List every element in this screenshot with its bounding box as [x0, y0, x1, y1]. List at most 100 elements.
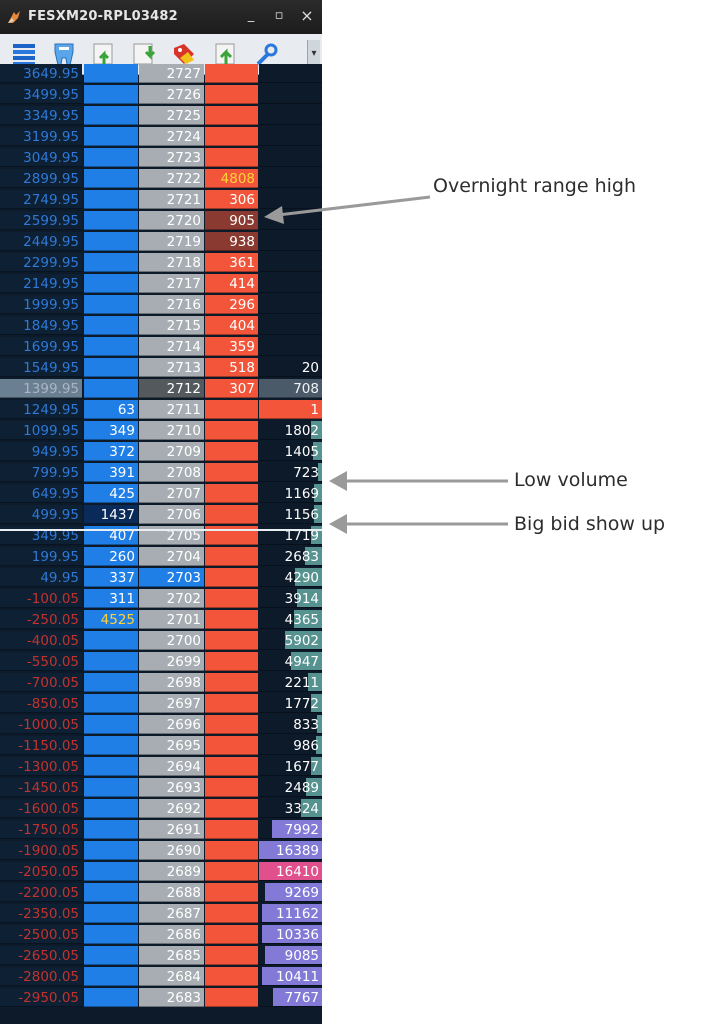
ask-cell[interactable] — [205, 778, 258, 797]
price-cell[interactable]: 2726 — [139, 85, 204, 104]
ladder-row[interactable]: -1000.05 2696 833 — [0, 715, 322, 735]
bid-cell[interactable]: 349 — [84, 421, 138, 440]
price-cell[interactable]: 2722 — [139, 169, 204, 188]
price-cell[interactable]: 2690 — [139, 841, 204, 860]
price-cell[interactable]: 2725 — [139, 106, 204, 125]
ask-cell[interactable] — [205, 862, 258, 881]
price-cell[interactable]: 2699 — [139, 652, 204, 671]
ladder-row[interactable]: 2899.95 2722 4808 — [0, 169, 322, 189]
bid-cell[interactable] — [84, 862, 138, 881]
ladder-row[interactable]: 2149.95 2717 414 — [0, 274, 322, 294]
ladder-row[interactable]: 2749.95 2721 306 — [0, 190, 322, 210]
bid-cell[interactable] — [84, 904, 138, 923]
price-cell[interactable]: 2684 — [139, 967, 204, 986]
bid-cell[interactable] — [84, 820, 138, 839]
ask-cell[interactable]: 404 — [205, 316, 258, 335]
bid-cell[interactable] — [84, 295, 138, 314]
price-cell[interactable]: 2701 — [139, 610, 204, 629]
price-cell[interactable]: 2717 — [139, 274, 204, 293]
bid-cell[interactable] — [84, 841, 138, 860]
ladder-row[interactable]: -550.05 2699 4947 — [0, 652, 322, 672]
ladder-row[interactable]: 3199.95 2724 — [0, 127, 322, 147]
price-cell[interactable]: 2687 — [139, 904, 204, 923]
bid-cell[interactable] — [84, 673, 138, 692]
price-cell[interactable]: 2685 — [139, 946, 204, 965]
bid-cell[interactable]: 1437 — [84, 505, 138, 524]
ladder-row[interactable]: 799.95 391 2708 723 — [0, 463, 322, 483]
price-cell[interactable]: 2710 — [139, 421, 204, 440]
ask-cell[interactable] — [205, 421, 258, 440]
bid-cell[interactable]: 425 — [84, 484, 138, 503]
bid-cell[interactable] — [84, 988, 138, 1007]
bid-cell[interactable] — [84, 358, 138, 377]
price-cell[interactable]: 2693 — [139, 778, 204, 797]
price-cell[interactable]: 2709 — [139, 442, 204, 461]
ask-cell[interactable]: 905 — [205, 211, 258, 230]
price-cell[interactable]: 2713 — [139, 358, 204, 377]
ladder-row[interactable]: 1249.95 63 2711 1 — [0, 400, 322, 420]
ask-cell[interactable] — [205, 946, 258, 965]
bid-cell[interactable]: 63 — [84, 400, 138, 419]
price-cell[interactable]: 2719 — [139, 232, 204, 251]
bid-cell[interactable] — [84, 925, 138, 944]
ladder-row[interactable]: 49.95 337 2703 4290 — [0, 568, 322, 588]
ladder-row[interactable]: 1549.95 2713 518 20 — [0, 358, 322, 378]
ask-cell[interactable] — [205, 673, 258, 692]
price-cell[interactable]: 2724 — [139, 127, 204, 146]
ask-cell[interactable] — [205, 589, 258, 608]
price-cell[interactable]: 2723 — [139, 148, 204, 167]
price-cell[interactable]: 2704 — [139, 547, 204, 566]
ladder-row[interactable]: -2800.05 2684 10411 — [0, 967, 322, 987]
ask-cell[interactable] — [205, 799, 258, 818]
bid-cell[interactable] — [84, 946, 138, 965]
ask-cell[interactable] — [205, 127, 258, 146]
price-cell[interactable]: 2688 — [139, 883, 204, 902]
ask-cell[interactable] — [205, 967, 258, 986]
price-cell[interactable]: 2714 — [139, 337, 204, 356]
price-cell[interactable]: 2720 — [139, 211, 204, 230]
price-cell[interactable]: 2727 — [139, 64, 204, 83]
ask-cell[interactable] — [205, 925, 258, 944]
bid-cell[interactable] — [84, 211, 138, 230]
price-cell[interactable]: 2698 — [139, 673, 204, 692]
ask-cell[interactable] — [205, 64, 258, 83]
ladder-row[interactable]: 2449.95 2719 938 — [0, 232, 322, 252]
price-cell[interactable]: 2700 — [139, 631, 204, 650]
export-down-icon[interactable] — [130, 40, 158, 68]
ladder-row[interactable]: -250.05 4525 2701 4365 — [0, 610, 322, 630]
ask-cell[interactable] — [205, 988, 258, 1007]
ladder-row[interactable]: -700.05 2698 2211 — [0, 673, 322, 693]
price-cell[interactable]: 2721 — [139, 190, 204, 209]
ask-cell[interactable] — [205, 85, 258, 104]
bid-cell[interactable] — [84, 694, 138, 713]
price-cell[interactable]: 2716 — [139, 295, 204, 314]
ask-cell[interactable] — [205, 883, 258, 902]
export-up-icon[interactable] — [90, 40, 118, 68]
price-cell[interactable]: 2691 — [139, 820, 204, 839]
ladder-row[interactable]: 3349.95 2725 — [0, 106, 322, 126]
bid-cell[interactable] — [84, 190, 138, 209]
price-cell[interactable]: 2708 — [139, 463, 204, 482]
ask-cell[interactable] — [205, 505, 258, 524]
ladder-row[interactable]: -2950.05 2683 7767 — [0, 988, 322, 1008]
bid-cell[interactable] — [84, 778, 138, 797]
ladder-row[interactable]: 1999.95 2716 296 — [0, 295, 322, 315]
ask-cell[interactable]: 296 — [205, 295, 258, 314]
ask-cell[interactable] — [205, 631, 258, 650]
bid-cell[interactable] — [84, 967, 138, 986]
bid-cell[interactable]: 311 — [84, 589, 138, 608]
tooth-icon[interactable] — [50, 40, 78, 68]
bid-cell[interactable] — [84, 148, 138, 167]
ladder-row[interactable]: -1300.05 2694 1677 — [0, 757, 322, 777]
ladder-row[interactable]: 2299.95 2718 361 — [0, 253, 322, 273]
tag-icon[interactable] — [170, 40, 198, 68]
price-cell[interactable]: 2694 — [139, 757, 204, 776]
bid-cell[interactable] — [84, 757, 138, 776]
maximize-button[interactable]: ▫ — [274, 8, 284, 23]
ladder-row[interactable]: 1699.95 2714 359 — [0, 337, 322, 357]
price-cell[interactable]: 2712 — [139, 379, 204, 398]
bid-cell[interactable]: 372 — [84, 442, 138, 461]
ladder-row[interactable]: 649.95 425 2707 1169 — [0, 484, 322, 504]
ladder-row[interactable]: -2500.05 2686 10336 — [0, 925, 322, 945]
bid-cell[interactable]: 4525 — [84, 610, 138, 629]
